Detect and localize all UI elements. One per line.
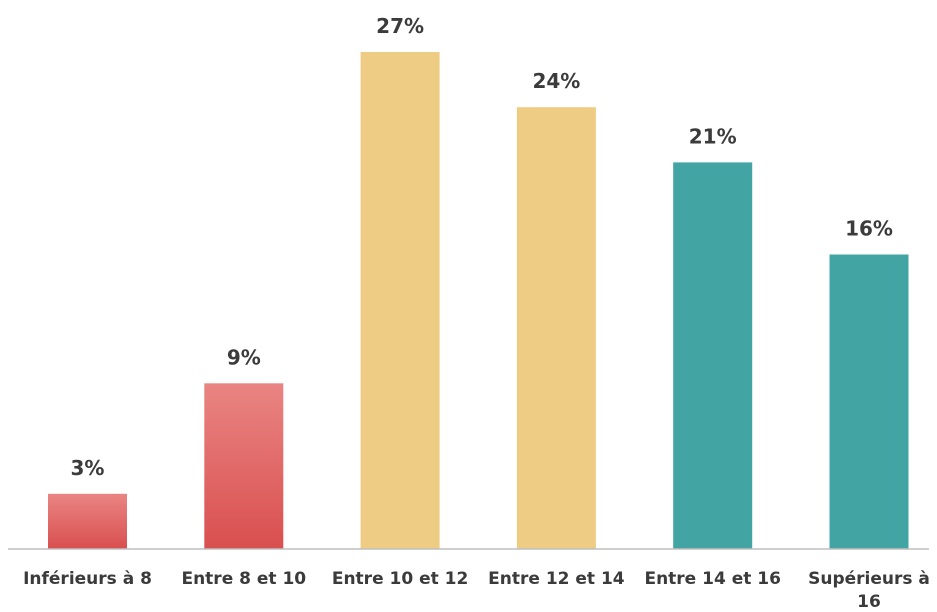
bar-inferieurs-a-8	[48, 494, 127, 549]
category-label-entre-8-et-10: Entre 8 et 10	[181, 569, 306, 589]
category-label-entre-10-et-12: Entre 10 et 12	[332, 569, 468, 589]
data-label-entre-8-et-10: 9%	[227, 345, 261, 369]
bar-entre-8-et-10	[204, 383, 283, 549]
bar-superieurs-a-16	[830, 255, 909, 550]
category-labels-layer: Inférieurs à 8 Entre 8 et 10 Entre 10 et 1…	[23, 569, 930, 612]
category-label-entre-12-et-14: Entre 12 et 14	[488, 569, 625, 589]
data-label-entre-14-et-16: 21%	[689, 124, 737, 148]
value-labels-layer: 3% 9% 27% 24% 21% 16%	[71, 14, 893, 480]
bars-layer	[48, 52, 909, 549]
data-label-inferieurs-a-8: 3%	[71, 456, 105, 480]
bar-entre-12-et-14	[517, 107, 596, 549]
bar-entre-10-et-12	[361, 52, 440, 549]
data-label-entre-12-et-14: 24%	[532, 69, 580, 93]
bar-entre-14-et-16	[673, 162, 752, 549]
category-label-entre-14-et-16: Entre 14 et 16	[644, 569, 780, 589]
category-label-superieurs-a-16: Supérieurs à 16	[808, 569, 930, 612]
category-label-inferieurs-a-8: Inférieurs à 8	[23, 569, 152, 589]
data-label-superieurs-a-16: 16%	[845, 217, 893, 241]
data-label-entre-10-et-12: 27%	[376, 14, 424, 38]
